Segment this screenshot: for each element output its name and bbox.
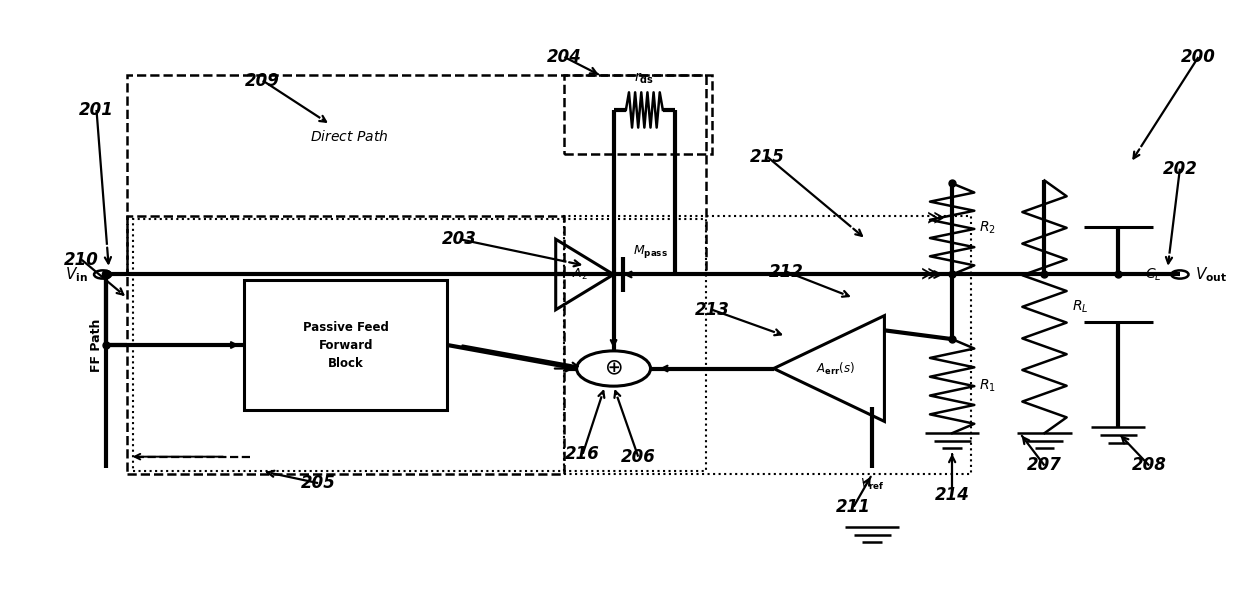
Text: 202: 202: [1162, 160, 1198, 178]
Text: $A_2$: $A_2$: [573, 267, 588, 282]
Text: Passive Feed
Forward
Block: Passive Feed Forward Block: [303, 321, 389, 370]
Text: $M_{\mathregular{pass}}$: $M_{\mathregular{pass}}$: [634, 243, 668, 260]
Text: 215: 215: [750, 148, 785, 166]
Text: FF Path: FF Path: [91, 318, 103, 372]
Text: $R_1$: $R_1$: [980, 378, 996, 395]
Text: 213: 213: [694, 301, 729, 319]
Text: $V_{\mathregular{out}}$: $V_{\mathregular{out}}$: [1194, 265, 1226, 284]
Text: $\it{Direct\ Path}$: $\it{Direct\ Path}$: [310, 129, 388, 144]
Text: $r_{\mathregular{ds}}$: $r_{\mathregular{ds}}$: [635, 71, 655, 86]
Text: 216: 216: [565, 445, 600, 462]
Text: $R_2$: $R_2$: [980, 219, 996, 235]
Text: 206: 206: [621, 448, 656, 465]
Text: $C_L$: $C_L$: [1146, 266, 1162, 283]
Text: $R_L$: $R_L$: [1071, 299, 1087, 315]
Text: 200: 200: [1180, 48, 1215, 66]
Text: 214: 214: [935, 486, 970, 504]
Text: 211: 211: [836, 498, 870, 516]
Text: 201: 201: [79, 101, 114, 119]
Text: $V_{\mathregular{ref}}$: $V_{\mathregular{ref}}$: [859, 477, 884, 492]
Text: 210: 210: [64, 251, 99, 269]
Text: 208: 208: [1132, 457, 1167, 474]
Text: $\mathbf{\gg}$: $\mathbf{\gg}$: [916, 265, 939, 284]
Text: $\mathbf{\gg}$: $\mathbf{\gg}$: [923, 210, 945, 228]
Text: 204: 204: [547, 48, 582, 66]
Text: 205: 205: [300, 474, 336, 492]
Text: $A_{\mathregular{err}}(s)$: $A_{\mathregular{err}}(s)$: [816, 361, 854, 377]
Text: 207: 207: [1027, 457, 1061, 474]
Text: $V_{\mathregular{in}}$: $V_{\mathregular{in}}$: [64, 265, 88, 284]
Text: $\oplus$: $\oplus$: [604, 359, 622, 378]
Text: 203: 203: [443, 230, 477, 248]
FancyBboxPatch shape: [244, 280, 448, 409]
Text: 212: 212: [769, 263, 804, 281]
Text: 209: 209: [246, 72, 280, 89]
